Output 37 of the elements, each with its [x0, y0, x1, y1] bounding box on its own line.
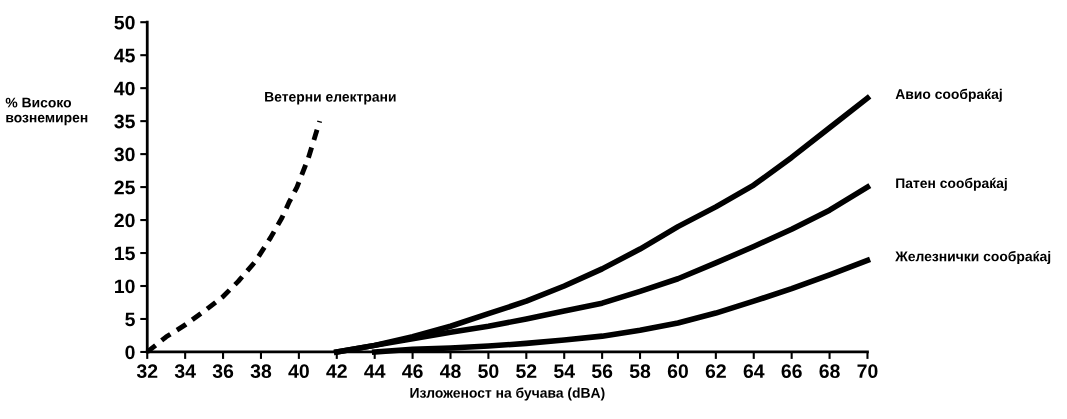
- x-tick-label: 64: [743, 364, 765, 379]
- y-tick-label: 25: [114, 180, 135, 195]
- x-tick-label: 36: [212, 364, 234, 379]
- y-tick-label: 20: [114, 213, 135, 228]
- x-axis-title: Изложеност на бучава (dBA): [410, 387, 605, 401]
- x-tick-label: 40: [288, 364, 309, 379]
- y-tick-label: 45: [114, 48, 135, 63]
- x-tick-label: 54: [554, 364, 575, 379]
- x-tick-label: 42: [326, 364, 347, 378]
- y-tick-label: 15: [115, 246, 135, 261]
- x-tick-label: 38: [250, 364, 272, 379]
- x-tick-label: 48: [439, 364, 461, 379]
- x-tick-label: 44: [364, 364, 386, 378]
- x-tick-label: 60: [667, 364, 688, 379]
- x-tick-label: 56: [591, 364, 613, 379]
- x-tick-label: 52: [516, 364, 537, 379]
- x-tick-label: 34: [174, 364, 196, 379]
- x-tick-label: 32: [136, 364, 158, 379]
- y-axis-title: % Високо вознемирен: [5, 97, 88, 126]
- y-tick-label: 40: [114, 81, 135, 96]
- x-tick-label: 62: [705, 364, 726, 379]
- x-tick-label: 50: [478, 364, 499, 379]
- x-tick-label: 58: [629, 364, 651, 379]
- y-tick-label: 5: [125, 312, 135, 327]
- x-tick-label: 70: [857, 364, 878, 379]
- x-tick-label: 68: [819, 364, 840, 379]
- text: Авио сообраќај: [895, 88, 1002, 102]
- text: Патен сообраќај: [896, 177, 1007, 191]
- x-tick-label: 66: [781, 364, 802, 379]
- y-tick-label: 50: [114, 15, 135, 30]
- y-tick-label: 30: [114, 147, 135, 162]
- series-label: Ветерни електрани: [265, 92, 396, 105]
- text: Железнички сообраќај: [895, 250, 1051, 265]
- y-tick-label: 35: [114, 114, 135, 129]
- y-tick-label: 0: [125, 345, 135, 360]
- x-tick-label: 46: [402, 364, 423, 379]
- y-tick-label: 10: [115, 279, 135, 294]
